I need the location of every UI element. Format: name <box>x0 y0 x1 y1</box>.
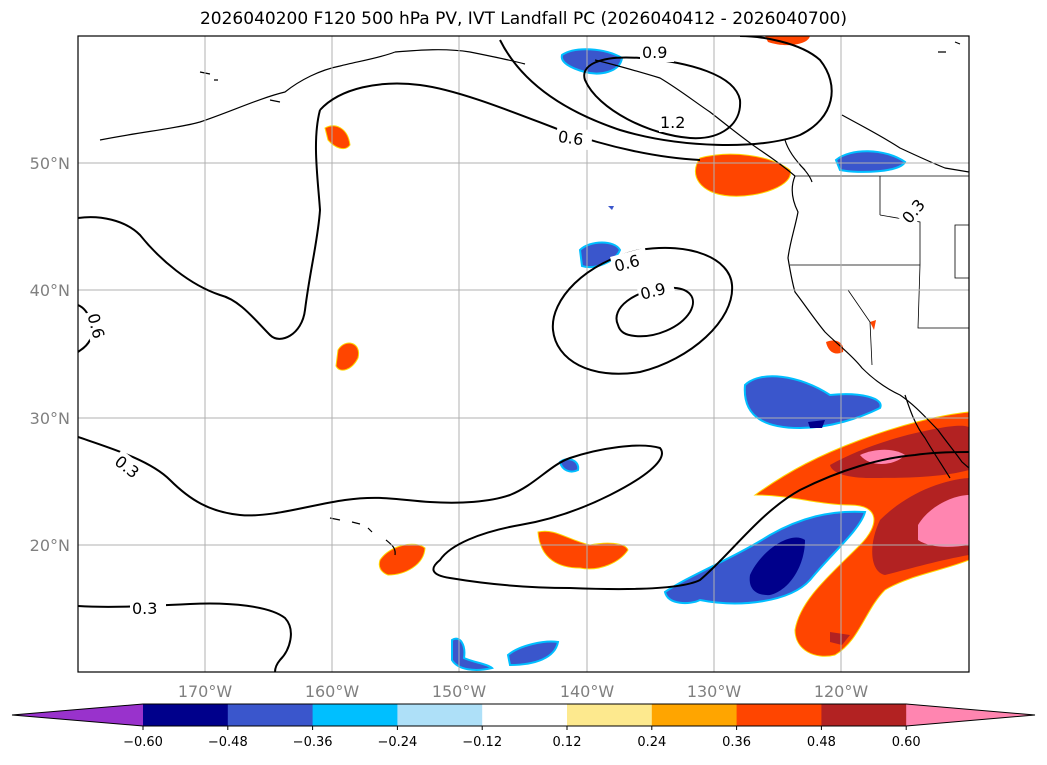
lon-tick-label: 130°W <box>687 682 742 701</box>
colorbar-tick-label: 0.48 <box>807 735 836 750</box>
contour-label: 1.2 <box>660 113 685 132</box>
lon-tick-label: 160°W <box>305 682 360 701</box>
lon-labels: 170°W 160°W 150°W 140°W 130°W 120°W <box>178 682 869 701</box>
anomaly-positive-max <box>918 495 969 547</box>
anomaly-positive <box>870 320 876 330</box>
anomaly-negative <box>506 640 560 667</box>
lon-tick-label: 120°W <box>814 682 869 701</box>
lat-tick-label: 30°N <box>30 409 70 428</box>
anomaly-positive-strong <box>830 632 850 645</box>
colorbar-segment <box>397 704 483 726</box>
contour-label: 0.3 <box>132 599 157 618</box>
colorbar-tick-label: 0.60 <box>892 735 921 750</box>
colorbar-tick-label: −0.48 <box>208 735 248 750</box>
colorbar-tick-label: −0.24 <box>377 735 417 750</box>
anomaly-negative <box>743 375 882 430</box>
anomaly-positive <box>537 530 629 570</box>
colorbar: −0.60 −0.48 −0.36 −0.24 −0.12 0.12 0.24 0.36 0.4… <box>11 703 1036 750</box>
colorbar-segment <box>567 704 653 726</box>
coastlines <box>99 41 969 556</box>
lon-tick-label: 170°W <box>178 682 233 701</box>
anomaly-positive-max <box>860 449 905 465</box>
shading-layer <box>324 36 969 671</box>
contour-label: 0.9 <box>642 43 667 62</box>
colorbar-segment <box>736 704 822 726</box>
colorbar-extend-low <box>12 704 143 726</box>
anomaly-negative <box>578 241 622 268</box>
anomaly-positive <box>765 36 810 46</box>
anomaly-negative <box>608 206 614 210</box>
lon-tick-label: 140°W <box>560 682 615 701</box>
anomaly-positive <box>335 342 360 371</box>
colorbar-segment <box>227 704 314 726</box>
anomaly-negative <box>560 48 624 75</box>
colorbar-tick-label: −0.60 <box>123 735 163 750</box>
anomaly-negative-strong <box>749 537 805 596</box>
lat-tick-label: 50°N <box>30 154 70 173</box>
colorbar-segment <box>312 704 398 726</box>
colorbar-segment <box>143 704 229 726</box>
colorbar-tick-label: 0.24 <box>637 735 666 750</box>
lon-tick-label: 150°W <box>432 682 487 701</box>
lat-tick-label: 40°N <box>30 281 70 300</box>
colorbar-extend-high <box>906 704 1035 726</box>
lat-tick-label: 20°N <box>30 536 70 555</box>
anomaly-negative <box>451 637 494 671</box>
colorbar-tick-label: 0.12 <box>553 735 582 750</box>
colorbar-segment <box>821 704 907 726</box>
colorbar-tick-label: 0.36 <box>722 735 751 750</box>
anomaly-negative-strong <box>808 420 825 428</box>
anomaly-negative <box>834 150 907 173</box>
colorbar-tick-label: −0.12 <box>462 735 502 750</box>
map-frame-border <box>77 35 970 673</box>
pv-contours <box>78 36 969 672</box>
colorbar-segment <box>651 704 738 726</box>
political-borders <box>790 175 969 366</box>
anomaly-positive <box>694 153 791 197</box>
colorbar-segment <box>482 704 568 726</box>
map-title: 2026040200 F120 500 hPa PV, IVT Landfall… <box>199 9 847 29</box>
colorbar-tick-label: −0.36 <box>293 735 333 750</box>
lat-labels: 50°N 40°N 30°N 20°N <box>30 154 70 555</box>
contour-label: 0.6 <box>557 127 585 149</box>
anomaly-positive <box>826 340 844 354</box>
